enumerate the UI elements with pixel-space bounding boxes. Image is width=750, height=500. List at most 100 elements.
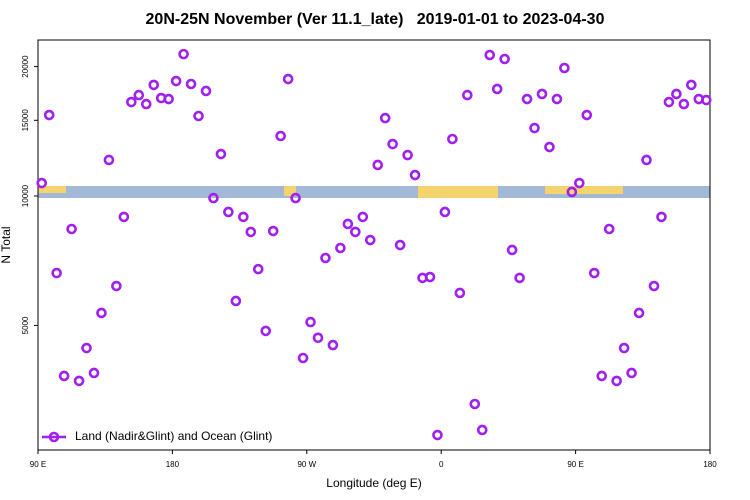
y-tick-label: 15000 <box>21 109 30 132</box>
land-strip <box>284 186 296 196</box>
marker <box>111 280 122 292</box>
land-strip <box>418 186 498 198</box>
marker <box>462 89 473 101</box>
marker <box>88 367 100 379</box>
marker <box>193 110 204 122</box>
marker <box>559 62 570 74</box>
marker <box>402 149 413 161</box>
marker <box>424 271 436 283</box>
marker <box>364 234 376 246</box>
marker <box>335 242 346 254</box>
marker <box>342 218 354 230</box>
marker <box>297 352 309 364</box>
marker <box>66 223 77 235</box>
marker <box>58 370 70 382</box>
marker <box>529 122 540 134</box>
marker <box>521 93 533 105</box>
ocean-strip <box>38 186 710 198</box>
marker <box>686 79 697 91</box>
marker <box>43 109 55 121</box>
map-strip <box>38 186 710 198</box>
marker <box>275 130 286 142</box>
marker <box>148 79 160 91</box>
marker <box>290 192 301 204</box>
marker <box>178 48 189 60</box>
marker <box>581 109 593 121</box>
marker <box>656 211 667 223</box>
x-axis-label: Longitude (deg E) <box>326 476 421 490</box>
marker <box>409 169 421 181</box>
marker <box>282 73 294 85</box>
x-tick-label: 180 <box>703 460 717 469</box>
marker <box>678 98 690 110</box>
marker <box>245 226 257 238</box>
marker <box>499 53 510 65</box>
marker <box>372 159 384 171</box>
marker <box>469 398 481 410</box>
marker <box>215 148 227 160</box>
marker <box>163 93 174 105</box>
land-strip <box>545 186 623 194</box>
marker <box>357 211 369 223</box>
marker <box>476 424 488 436</box>
marker <box>663 96 675 108</box>
marker <box>536 88 548 100</box>
marker <box>603 223 615 235</box>
marker <box>551 93 563 105</box>
legend-label: Land (Nadir&Glint) and Ocean (Glint) <box>75 429 272 443</box>
marker <box>648 280 660 292</box>
marker <box>432 429 443 441</box>
x-tick-label: 90 E <box>567 460 583 469</box>
marker <box>208 192 219 204</box>
plot-frame <box>37 39 711 451</box>
marker <box>588 267 600 279</box>
chart-title: 20N-25N November (Ver 11.1_late) 2019-01… <box>146 11 605 28</box>
marker <box>484 49 496 61</box>
marker <box>267 225 279 237</box>
marker <box>133 89 145 101</box>
marker <box>618 342 630 354</box>
marker <box>252 263 264 275</box>
y-tick-label: 20000 <box>21 55 30 78</box>
marker <box>320 252 331 264</box>
x-tick-label: 90 E <box>30 460 46 469</box>
marker <box>126 96 137 108</box>
marker <box>633 307 645 319</box>
marker <box>118 211 130 223</box>
x-tick-label: 0 <box>439 460 444 469</box>
y-axis-label: N Total <box>0 226 13 263</box>
y-tick-label: 5000 <box>21 316 30 334</box>
legend-marker <box>48 431 60 443</box>
marker <box>327 339 339 351</box>
marker <box>350 226 361 238</box>
marker <box>514 272 525 284</box>
marker <box>200 85 212 97</box>
marker <box>596 370 608 382</box>
marker <box>454 287 466 299</box>
marker <box>103 154 115 166</box>
marker <box>305 316 316 328</box>
marker <box>170 75 182 87</box>
marker <box>81 342 92 354</box>
marker <box>96 307 107 319</box>
marker <box>491 83 503 95</box>
marker <box>641 154 652 166</box>
y-tick-label: 10000 <box>21 184 30 207</box>
marker <box>185 78 197 90</box>
marker <box>140 98 152 110</box>
marker <box>544 141 555 153</box>
marker <box>312 332 324 344</box>
marker <box>671 88 682 100</box>
x-tick-label: 180 <box>166 460 180 469</box>
marker <box>574 177 585 189</box>
marker <box>394 239 406 251</box>
marker <box>238 211 249 223</box>
marker <box>36 177 48 189</box>
marker <box>260 325 272 337</box>
marker <box>223 206 234 218</box>
marker <box>611 375 622 387</box>
marker <box>626 367 637 379</box>
marker <box>73 375 85 387</box>
